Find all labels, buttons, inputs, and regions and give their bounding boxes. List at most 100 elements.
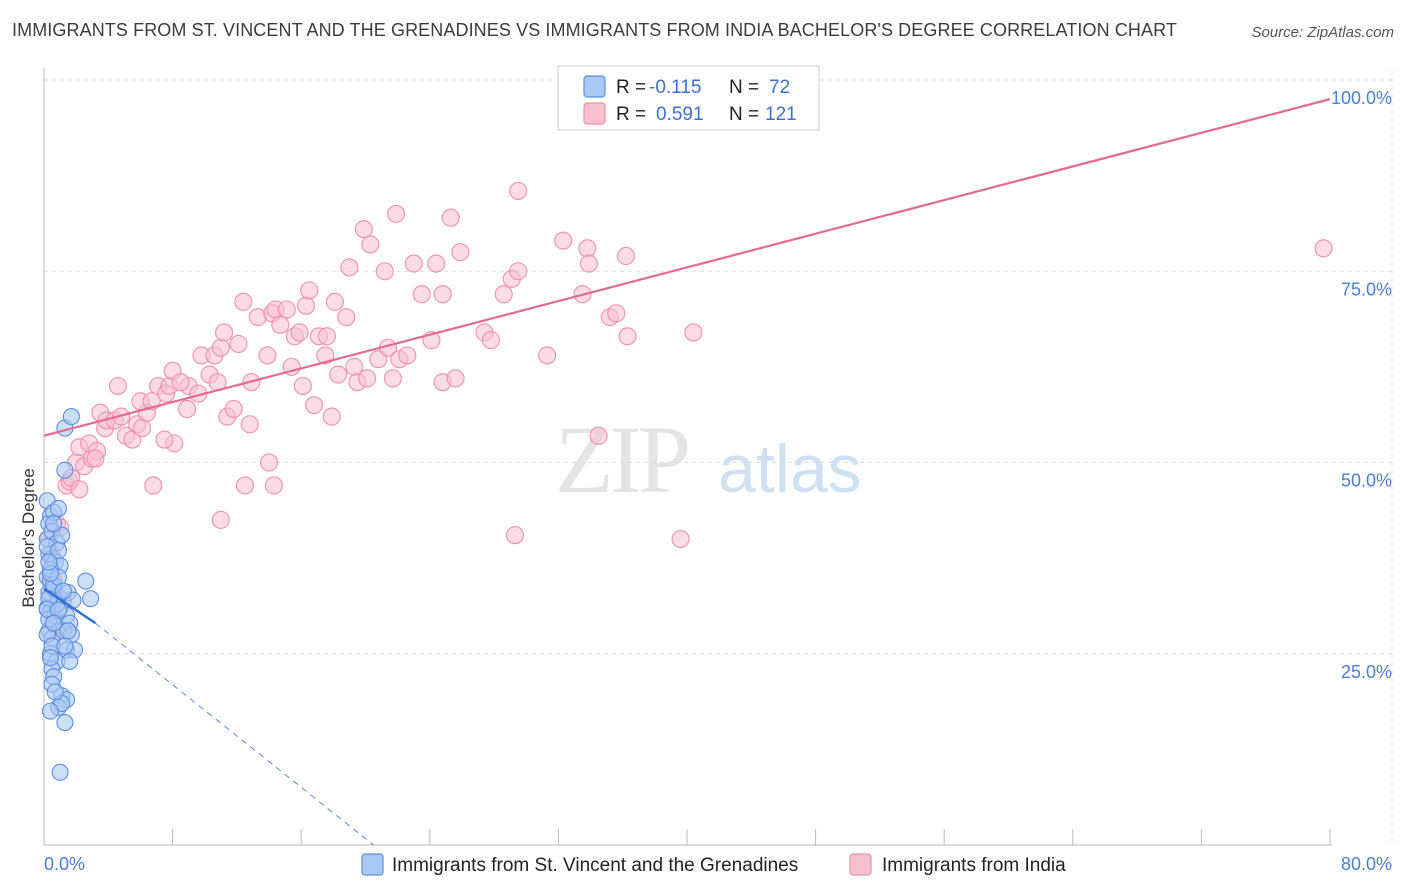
data-point-svg [41, 649, 59, 667]
data-point-india [509, 181, 528, 200]
trend-line-svg [43, 587, 97, 625]
data-point-india [451, 243, 470, 262]
data-point-india [386, 204, 406, 223]
data-point-india [325, 292, 345, 311]
data-point-india [108, 376, 127, 396]
data-point-india [240, 415, 259, 434]
data-point-india [427, 254, 446, 273]
data-point-india [412, 285, 431, 304]
data-point-india [70, 480, 89, 499]
trend-lines [43, 98, 1331, 846]
legend-n-label-blue: N = [729, 77, 759, 98]
y-tick-label: 100.0% [1331, 88, 1392, 108]
legend-r-label-pink: R = [616, 104, 646, 125]
data-point-india [317, 327, 336, 346]
legend-swatch-pink [583, 102, 606, 125]
data-point-india [433, 285, 452, 304]
data-point-india [441, 208, 460, 227]
data-point-svg [56, 637, 74, 655]
data-point-india [296, 296, 316, 315]
data-point-india [358, 369, 377, 388]
legend-swatch-blue [583, 75, 606, 98]
series-legend-swatch-blue [361, 853, 384, 876]
legend-r-value-pink: 0.591 [656, 104, 704, 125]
y-tick-label: 75.0% [1341, 279, 1392, 299]
data-point-india [404, 254, 423, 273]
watermark: ZIP atlas [555, 406, 862, 513]
data-point-svg [59, 622, 77, 640]
legend-r-label-blue: R = [616, 77, 646, 98]
data-point-svg [40, 553, 58, 571]
data-point-india [1314, 239, 1333, 258]
axes [43, 68, 1332, 846]
legend-r-value-blue: -0.115 [649, 77, 701, 98]
data-point-india [290, 323, 309, 342]
data-point-india [578, 239, 597, 258]
data-point-india [211, 338, 230, 357]
y-axis-label: Bachelor's Degree [19, 468, 38, 607]
data-point-india [322, 407, 341, 426]
data-point-india [234, 292, 253, 311]
data-point-india [481, 331, 500, 350]
data-point-india [337, 308, 356, 327]
data-point-india [259, 453, 279, 472]
data-point-india [171, 373, 190, 392]
series-legend-label-pink: Immigrants from India [882, 855, 1066, 876]
data-point-svg [41, 702, 59, 720]
data-point-svg [77, 572, 95, 590]
trend-line-svg-extension [95, 622, 374, 846]
data-point-india [589, 426, 608, 445]
legend-n-label-pink: N = [729, 104, 759, 125]
data-point-svg [82, 590, 100, 608]
data-point-india [211, 510, 230, 529]
svg-points [38, 408, 100, 781]
watermark-zip: ZIP [555, 406, 688, 513]
data-point-india [293, 376, 312, 396]
data-point-india [579, 254, 598, 273]
data-point-india [264, 476, 283, 495]
y-tick-labels: 25.0% 50.0% 75.0% 100.0% [1331, 88, 1392, 682]
x-tick-label: 0.0% [44, 854, 85, 874]
data-point-india [305, 396, 324, 415]
data-point-india [340, 258, 359, 277]
data-point-india [618, 327, 637, 346]
legend-n-value-pink: 121 [765, 104, 797, 125]
watermark-atlas: atlas [718, 431, 862, 507]
data-point-india [214, 323, 234, 342]
series-legend-label-blue: Immigrants from St. Vincent and the Gren… [392, 855, 798, 876]
data-point-india [446, 369, 465, 388]
data-point-svg [51, 763, 69, 781]
data-point-india [398, 346, 417, 365]
data-point-india [383, 369, 402, 388]
x-tick-label: 80.0% [1341, 854, 1392, 874]
data-point-india [316, 346, 335, 365]
data-point-india [494, 285, 513, 304]
series-legend-swatch-pink [849, 853, 872, 876]
data-point-svg [61, 652, 79, 670]
data-point-india [607, 304, 626, 323]
data-point-india [178, 399, 197, 419]
data-point-india [554, 231, 573, 250]
data-point-india [329, 365, 348, 384]
series-legend: Immigrants from St. Vincent and the Gren… [361, 853, 1066, 876]
data-point-svg [54, 582, 72, 600]
data-point-india [155, 430, 174, 449]
data-point-india [277, 300, 296, 319]
stats-legend: R = -0.115 N = 72 R = 0.591 N = 121 [557, 65, 820, 131]
data-point-svg [56, 461, 74, 479]
data-point-india [616, 246, 635, 265]
data-point-india [375, 262, 394, 281]
legend-n-value-blue: 72 [769, 77, 790, 98]
data-point-india [224, 399, 243, 419]
data-point-svg [49, 499, 68, 517]
data-point-india [354, 220, 373, 239]
data-point-india [235, 476, 254, 495]
data-point-india [144, 476, 163, 495]
trend-line-india [43, 98, 1331, 437]
y-tick-label: 50.0% [1341, 471, 1392, 491]
data-point-india [671, 529, 690, 549]
data-point-india [361, 235, 380, 254]
chart-title: IMMIGRANTS FROM ST. VINCENT AND THE GREN… [12, 20, 1177, 40]
data-point-india [538, 346, 557, 365]
